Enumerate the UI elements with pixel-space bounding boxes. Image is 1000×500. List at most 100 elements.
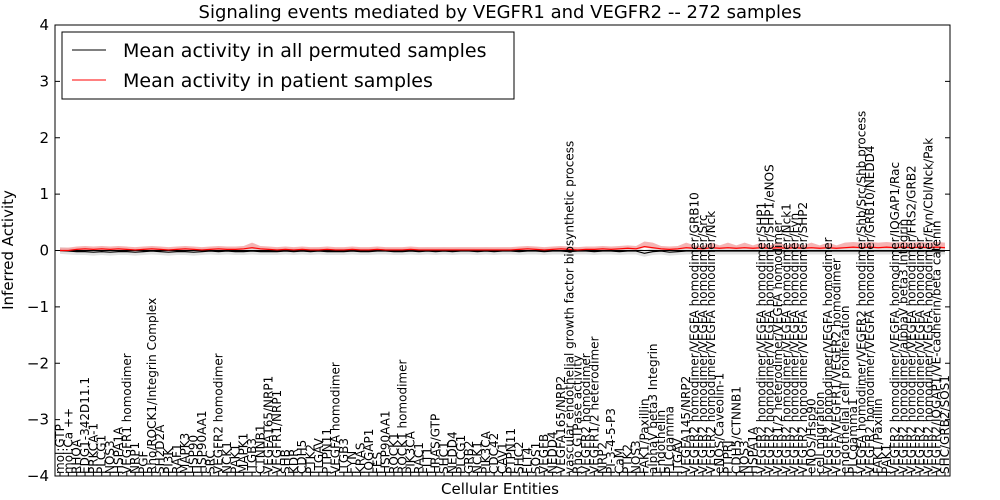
entity-label: KRAS: [354, 442, 368, 474]
entity-label: vascular endothelial growth factor biosy…: [562, 141, 576, 474]
entity-label: RHOA: [70, 438, 84, 474]
entity-label: NOS3: [103, 440, 117, 474]
entity-label: PLCgamma1: [846, 398, 860, 474]
entity-label: HSPA1A: [111, 426, 125, 474]
entity-label: VEGFR1/2 heterodimer: [587, 336, 601, 474]
entity-label: CDC42: [487, 433, 501, 474]
entity-label: VEGFR2 homodimer/VEGFA homodimer/Fyn/Cbl…: [921, 138, 935, 474]
entity-label: PTPRJ: [721, 440, 735, 474]
entity-label: VEGFR2 homodimer/alphaV beta3 Integrin: [896, 219, 910, 474]
entity-label: PLCgamma: [662, 406, 676, 474]
entity-label: ITGB3: [337, 438, 351, 474]
entity-label: VEGFR2 homodimer/VEGFA homodimer/SHP2: [796, 202, 810, 474]
entity-label: VEGFR2 homodimer/VEGFA homodimer/GRB10/N…: [863, 145, 877, 474]
entity-label: VEGFB: [537, 434, 551, 474]
entity-label: FAK1/Paxillin: [871, 398, 885, 474]
entity-label: VEGFR1/2 heterodimer/VEGFA homodimer: [771, 221, 785, 474]
entity-label: GRB2: [462, 440, 476, 474]
entity-label: VEGFR2 homodimer/VEGFA homodimer/Src: [696, 214, 710, 474]
entity-label: NRP1: [128, 442, 142, 474]
entity-label: VEGFA/VEGFR1/VEGFR2 homodimer: [829, 258, 843, 474]
entity-label: SHC1: [437, 441, 451, 474]
entity-label: VEGFR2 homodimer: [579, 353, 593, 474]
y-tick-label: 3: [39, 72, 49, 90]
plot-frame: [54, 24, 951, 477]
entity-label: ITGB3: [245, 438, 259, 474]
entity-label: NOS3: [738, 440, 752, 474]
entity-label: VEGFA homodimer: [329, 362, 343, 474]
entity-label: SHC2: [512, 441, 526, 474]
entity-label: ROCK1: [387, 432, 401, 474]
entity-label: CaM: [612, 448, 626, 474]
entity-label: RAC1: [412, 442, 426, 474]
entity-label: Rho/ROCK1/Integrin Complex: [145, 298, 159, 474]
entity-label: mol:Ca ++: [61, 408, 75, 474]
entity-label: VEGFA165/NRP1: [262, 376, 276, 474]
entity-label: FES: [370, 452, 384, 474]
x-axis-label: Cellular Entities: [441, 480, 559, 498]
entity-label: PTPN11: [320, 428, 334, 474]
entity-label: VEGFR2 homodimer/VEGFA homodimer: [821, 237, 835, 474]
entity-label: VEGFR2 homodimer/VEGFA homodimer/FRS2/GR…: [905, 165, 919, 474]
entity-label: SHB: [278, 449, 292, 474]
entity-label: NCK1: [220, 441, 234, 474]
entity-label: CDH5/CTNNB1: [729, 386, 743, 474]
entity-label: VEGFR2 homodimer: [212, 353, 226, 474]
entity-label: PTPN11: [504, 428, 518, 474]
entity-label: PIK3CA: [479, 430, 493, 474]
entity-label: VEGFR2 homodimer/VEGFA homodimer/GRB10: [688, 192, 702, 474]
entity-label: SRC: [203, 450, 217, 474]
entity-label: KDR: [287, 449, 301, 474]
entity-label: endothelial cell proliferation: [838, 306, 852, 474]
entity-label: PTK2: [303, 444, 317, 474]
y-tick-label: 0: [39, 242, 49, 260]
entity-label: HSP90AA1: [379, 410, 393, 474]
entity-label: FLT1: [420, 447, 434, 474]
y-tick-label: 4: [39, 16, 49, 34]
entity-label: VEGFR2/IQGAP1/VE-cadherin/beta catenin: [930, 221, 944, 474]
entity-label: PI-3-4-5-P3: [604, 408, 618, 474]
entity-label: PTK2: [621, 444, 635, 474]
entity-label: FYN: [345, 451, 359, 474]
entity-label: RAF1: [170, 443, 184, 474]
entity-label: HRAS/GTP: [429, 414, 443, 474]
entity-label: PRKCA-1: [86, 423, 100, 474]
entity-label: PLCG1: [454, 435, 468, 474]
entity-label: Rho GTPase activity: [571, 355, 585, 474]
entity-label: FLT4: [521, 447, 535, 474]
y-axis-ticks: −4 −3 −2 −1 0 1 2 3 4: [27, 16, 950, 485]
entity-label: NRP2: [596, 442, 610, 474]
entity-label: VEGFR2 homodimer/VEGFA homodimer/Nck1: [779, 203, 793, 474]
entity-label: alphaV beta3 Integrin: [646, 343, 660, 474]
entity-label: PAK1: [228, 444, 242, 474]
entity-label: NOS3: [629, 440, 643, 474]
entity-label: MAPK3: [178, 433, 192, 474]
entity-label: FAK1/Paxillin: [637, 398, 651, 474]
entity-label: eNOS/Caveolin-1: [713, 373, 727, 474]
entity-label: PIK3CA: [404, 430, 418, 474]
y-tick-label: −1: [27, 298, 49, 316]
entity-label: PAK1: [880, 444, 894, 474]
entity-label: HSP90AA1: [195, 410, 209, 474]
entity-label: SHC/GRB2/SOS1: [938, 375, 952, 474]
entity-label: PGF: [136, 450, 150, 474]
y-axis-label: Inferred Activity: [0, 190, 17, 310]
entity-label: VEGFR2 homodimer/VEGFA homodimer/IQGAP1/…: [888, 162, 902, 474]
y-tick-label: −2: [27, 354, 49, 372]
entity-label: CDH5: [295, 440, 309, 474]
entity-label: ROCK1 homodimer: [395, 360, 409, 474]
y-tick-label: −3: [27, 411, 49, 429]
entity-label: PLCG1: [95, 435, 109, 474]
entity-label: VEGFR2 homodimer/VEGFA homodimer/Nck: [704, 211, 718, 474]
entity-label: VEGFR1/NRP1: [270, 390, 284, 474]
series-line-permuted: [59, 249, 945, 254]
entity-label: VEGFA145/NRP2: [679, 376, 693, 474]
legend: Mean activity in all permuted samples Me…: [61, 31, 515, 100]
entity-label: PI3K: [162, 447, 176, 474]
entity-label: mol:GTP: [53, 424, 67, 474]
legend-label-patient: Mean activity in patient samples: [123, 70, 433, 92]
entity-label: ITGAV: [312, 437, 326, 474]
legend-box: [61, 31, 515, 100]
